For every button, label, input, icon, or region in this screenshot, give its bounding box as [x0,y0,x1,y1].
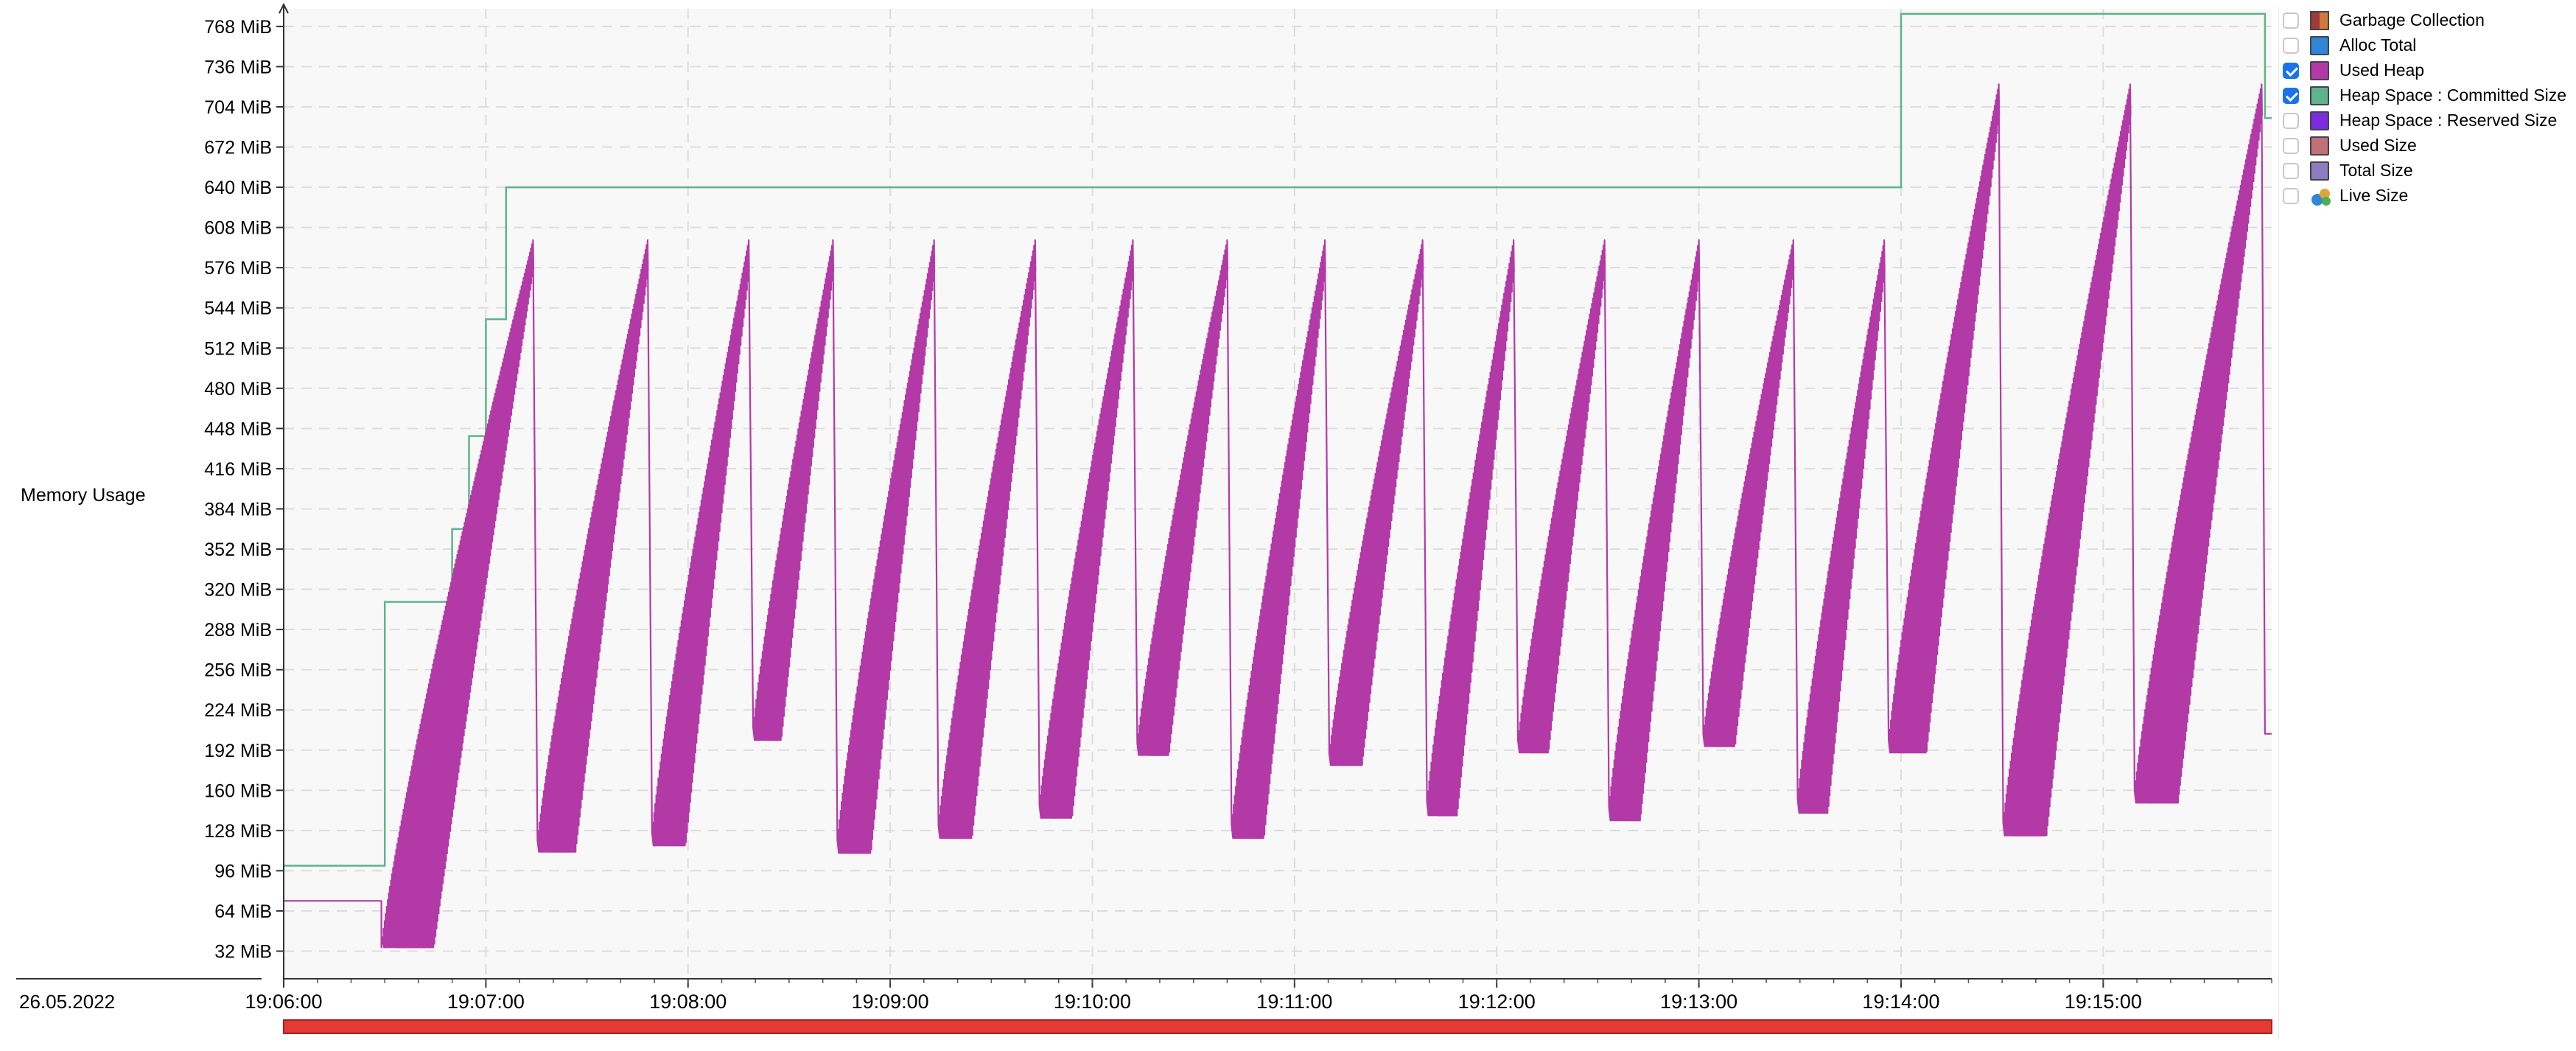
axes [16,2,2272,988]
y-tick-labels: 32 MiB 64 MiB 96 MiB 128 MiB 160 MiB 192 MiB 2… [204,17,272,963]
color-swatch-icon [2310,86,2329,105]
y-tick-label: 544 MiB [204,298,272,319]
legend-item-total-size[interactable]: Total Size [2279,158,2574,183]
date-label: 26.05.2022 [19,991,115,1013]
memory-usage-chart: 32 MiB 64 MiB 96 MiB 128 MiB 160 MiB 192 MiB 2… [16,2,2272,1034]
legend-checkbox[interactable] [2283,113,2299,129]
timeline-range-bar[interactable] [283,1019,2272,1034]
color-swatch-icon [2310,161,2329,181]
legend-label: Garbage Collection [2339,10,2485,29]
y-tick-label: 608 MiB [204,218,272,239]
x-tick-labels: 19:06:00 19:07:00 19:08:00 19:09:00 19:10:00… [245,991,2141,1013]
legend-checkbox[interactable] [2283,63,2299,79]
color-swatch-icon [2310,61,2329,80]
legend-checkbox[interactable] [2283,138,2299,154]
color-swatch-icon [2310,136,2329,156]
y-tick-label: 672 MiB [204,138,272,158]
x-tick-label: 19:09:00 [852,991,929,1013]
committed-size-line [284,13,2272,867]
legend-label: Alloc Total [2339,35,2417,55]
y-tick-label: 192 MiB [204,741,272,761]
y-axis-arrow [279,2,289,14]
x-tick-label: 19:13:00 [1660,991,1737,1013]
y-tick-label: 512 MiB [204,338,272,359]
y-tick-label: 32 MiB [214,941,272,962]
garbage-collection-icon [2310,11,2329,30]
legend-panel: Garbage Collection Alloc Total Used Heap He… [2278,7,2576,1039]
legend-item-heap-space-committed-size[interactable]: Heap Space : Committed Size [2279,83,2574,108]
x-tick-label: 19:10:00 [1054,991,1131,1013]
legend-item-used-heap[interactable]: Used Heap [2279,57,2574,83]
y-tick-label: 128 MiB [204,821,272,842]
y-tick-label: 704 MiB [204,97,272,118]
used-heap-line [284,83,2272,949]
y-tick-label: 416 MiB [204,459,272,480]
legend-item-garbage-collection[interactable]: Garbage Collection [2279,7,2574,32]
live-size-icon [2311,189,2331,206]
legend-label: Used Heap [2339,60,2425,80]
x-tick-label: 19:14:00 [1862,991,1939,1013]
y-tick-label: 64 MiB [214,901,272,922]
legend-checkbox[interactable] [2283,88,2299,104]
legend-item-alloc-total[interactable]: Alloc Total [2279,32,2574,57]
legend-checkbox[interactable] [2283,38,2299,54]
y-tick-label: 384 MiB [204,499,272,520]
legend-label: Live Size [2339,186,2409,205]
color-swatch-icon [2310,36,2329,55]
legend-label: Heap Space : Committed Size [2339,85,2567,105]
x-tick-label: 19:07:00 [447,991,525,1013]
y-axis-label: Memory Usage [21,485,146,506]
legend-checkbox[interactable] [2283,13,2299,29]
y-tick-label: 224 MiB [204,700,272,721]
legend-item-used-size[interactable]: Used Size [2279,133,2574,158]
legend-item-heap-space-reserved-size[interactable]: Heap Space : Reserved Size [2279,108,2574,133]
y-tick-label: 448 MiB [204,419,272,439]
x-tick-label: 19:12:00 [1458,991,1536,1013]
legend-checkbox[interactable] [2283,188,2299,204]
x-tick-label: 19:06:00 [245,991,322,1013]
y-tick-label: 768 MiB [204,17,272,38]
y-tick-label: 256 MiB [204,660,272,681]
plot-area [284,9,2272,979]
y-tick-label: 288 MiB [204,620,272,640]
y-tick-label: 736 MiB [204,57,272,77]
y-tick-label: 96 MiB [214,861,272,881]
y-tick-label: 576 MiB [204,258,272,279]
y-tick-label: 480 MiB [204,379,272,399]
x-tick-label: 19:08:00 [649,991,727,1013]
committed-size-series [284,13,2272,867]
legend-label: Total Size [2339,161,2413,180]
legend-checkbox[interactable] [2283,163,2299,179]
x-tick-label: 19:15:00 [2065,991,2142,1013]
y-tick-label: 160 MiB [204,781,272,801]
y-tick-label: 320 MiB [204,580,272,601]
y-tick-label: 640 MiB [204,178,272,198]
legend-item-live-size[interactable]: Live Size [2279,183,2574,208]
legend-label: Heap Space : Reserved Size [2339,111,2558,130]
used-heap-series [284,83,2272,949]
y-tick-label: 352 MiB [204,540,272,560]
legend-label: Used Size [2339,136,2417,155]
color-swatch-icon [2310,111,2329,130]
x-tick-label: 19:11:00 [1256,991,1332,1013]
